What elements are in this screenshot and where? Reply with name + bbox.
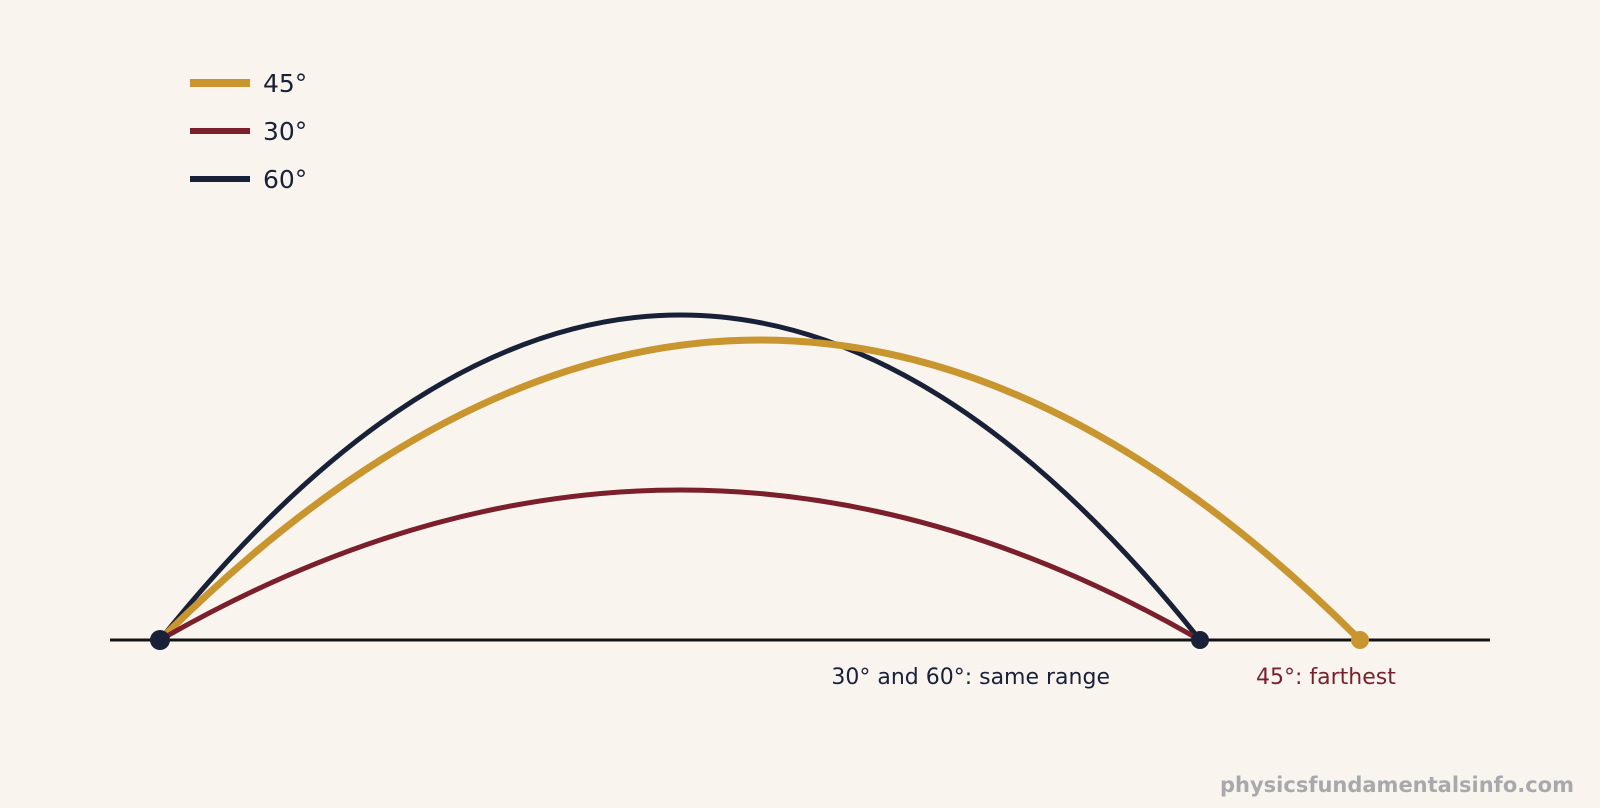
same-range-annotation: 30° and 60°: same range xyxy=(831,665,1110,690)
legend-label-60: 60° xyxy=(263,165,307,194)
legend-item-60: 60° xyxy=(190,165,307,194)
landing-point-45 xyxy=(1351,631,1369,649)
launch-point xyxy=(150,630,170,650)
legend-label-30: 30° xyxy=(263,117,307,146)
legend-item-45: 45° xyxy=(190,69,307,98)
trajectory-45-degrees xyxy=(156,336,1364,644)
legend-label-45: 45° xyxy=(263,69,307,98)
trajectory-60-degrees xyxy=(157,312,1203,643)
legend: 45° 30° 60° xyxy=(190,69,307,194)
trajectory-30-degrees xyxy=(157,487,1203,643)
watermark: physicsfundamentalsinfo.com xyxy=(1220,773,1574,797)
farthest-annotation: 45°: farthest xyxy=(1256,665,1396,690)
landing-point-30-60 xyxy=(1191,631,1209,649)
legend-item-30: 30° xyxy=(190,117,307,146)
